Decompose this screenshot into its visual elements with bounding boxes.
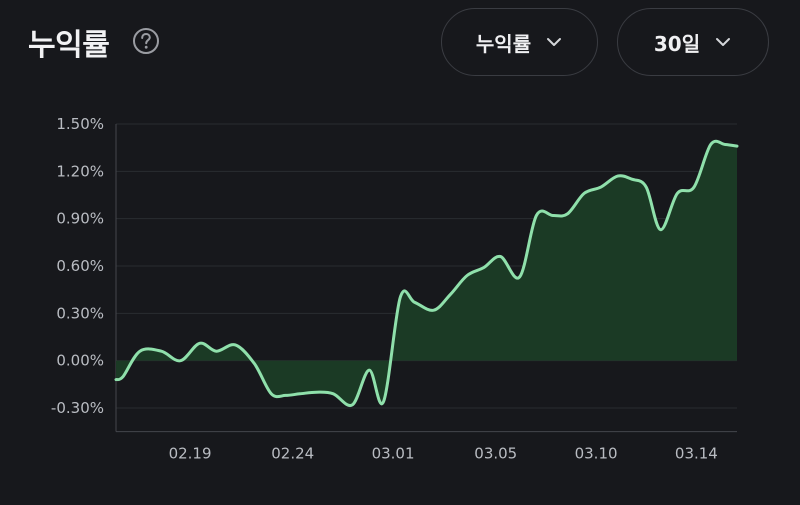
x-tick-label: 02.19 [169, 445, 212, 463]
period-dropdown[interactable]: 30일 [617, 8, 769, 76]
page-title: 누익률 [28, 28, 110, 63]
area-fill [116, 141, 737, 406]
x-tick-label: 03.10 [575, 445, 618, 463]
x-tick-label: 03.05 [474, 445, 517, 463]
metric-dropdown[interactable]: 누익률 [441, 8, 598, 76]
y-tick-label: 0.90% [56, 210, 104, 228]
period-dropdown-label: 30일 [653, 31, 701, 56]
metric-dropdown-label: 누익률 [475, 31, 532, 56]
x-tick-label: 02.24 [271, 445, 314, 463]
y-tick-label: 0.00% [56, 352, 104, 370]
question-circle-icon[interactable] [132, 27, 160, 55]
x-tick-label: 03.14 [675, 445, 718, 463]
y-tick-label: 0.30% [56, 304, 104, 322]
series-line [114, 139, 739, 408]
y-tick-label: 1.20% [56, 162, 104, 180]
y-tick-label: 1.50% [56, 115, 104, 133]
y-tick-label: 0.60% [56, 257, 104, 275]
chevron-down-icon [716, 38, 731, 46]
chevron-down-icon [547, 38, 562, 46]
x-tick-label: 03.01 [372, 445, 415, 463]
y-tick-label: -0.30% [51, 399, 104, 417]
